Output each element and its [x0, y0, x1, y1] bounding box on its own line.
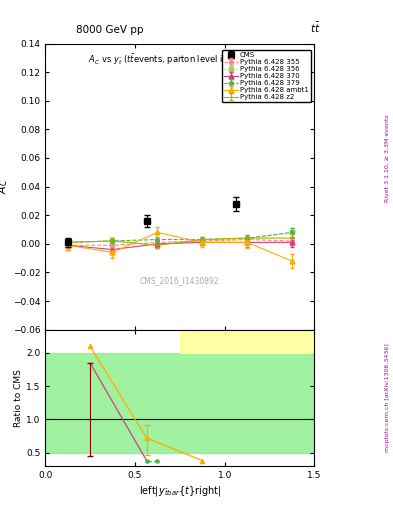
Bar [45, 353, 314, 453]
Text: CMS_2016_I1430892: CMS_2016_I1430892 [140, 276, 220, 286]
X-axis label: left$|y_{\bar{t}bar}\{t\}$right$|$: left$|y_{\bar{t}bar}\{t\}$right$|$ [139, 484, 221, 498]
Y-axis label: Ratio to CMS: Ratio to CMS [14, 369, 23, 426]
Text: 8000 GeV pp: 8000 GeV pp [76, 25, 144, 35]
Legend: CMS, Pythia 6.428 355, Pythia 6.428 356, Pythia 6.428 370, Pythia 6.428 379, Pyt: CMS, Pythia 6.428 355, Pythia 6.428 356,… [222, 50, 311, 102]
Y-axis label: $A_C$: $A_C$ [0, 179, 10, 195]
Text: Rivet 3.1.10, ≥ 3.3M events: Rivet 3.1.10, ≥ 3.3M events [385, 114, 389, 202]
Text: $t\bar{t}$: $t\bar{t}$ [310, 20, 320, 35]
Text: $A_C$ vs $y_{\bar{t}}$ ($t\bar{t}$events, parton level information): $A_C$ vs $y_{\bar{t}}$ ($t\bar{t}$events… [88, 52, 272, 67]
Bar [180, 330, 314, 353]
Text: mcplots.cern.ch [arXiv:1306.3436]: mcplots.cern.ch [arXiv:1306.3436] [385, 344, 389, 452]
